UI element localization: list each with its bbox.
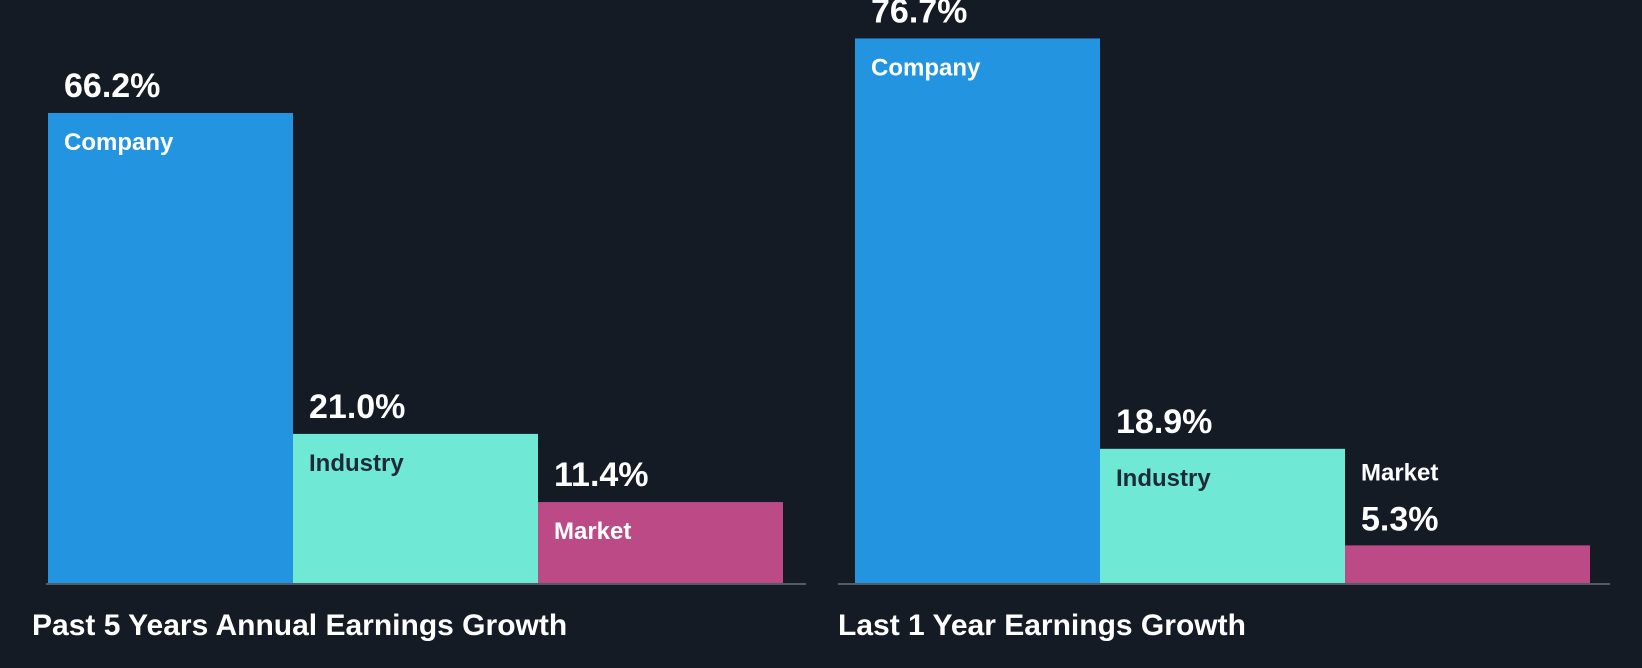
bar-company-5y [48, 112, 293, 583]
chart-title-5y: Past 5 Years Annual Earnings Growth [32, 609, 567, 642]
chart-last-1-year: 76.7% 18.9% 5.3% Company Industry Market… [838, 0, 1610, 642]
category-label-market-1y: Market [1361, 459, 1438, 486]
category-label-market-5y: Market [554, 518, 631, 545]
value-label-industry-1y: 18.9% [1116, 403, 1212, 441]
value-label-market-1y: 5.3% [1361, 500, 1439, 538]
value-label-market-5y: 11.4% [554, 456, 649, 494]
chart-title-1y: Last 1 Year Earnings Growth [838, 609, 1246, 642]
chart-past-5-years: 66.2% 21.0% 11.4% Company Industry Marke… [32, 67, 806, 642]
category-label-industry-5y: Industry [309, 450, 404, 477]
category-label-company-1y: Company [871, 54, 981, 81]
bar-market-1y [1345, 545, 1590, 583]
category-label-company-5y: Company [64, 129, 174, 156]
bar-industry-1y [1100, 448, 1345, 583]
value-label-company-5y: 66.2% [64, 67, 160, 105]
category-label-industry-1y: Industry [1116, 465, 1211, 492]
value-label-industry-5y: 21.0% [309, 388, 405, 426]
value-label-company-1y: 76.7% [871, 0, 967, 30]
bar-industry-5y [293, 433, 538, 583]
bar-market-5y [538, 502, 783, 583]
bar-company-1y [855, 38, 1100, 584]
